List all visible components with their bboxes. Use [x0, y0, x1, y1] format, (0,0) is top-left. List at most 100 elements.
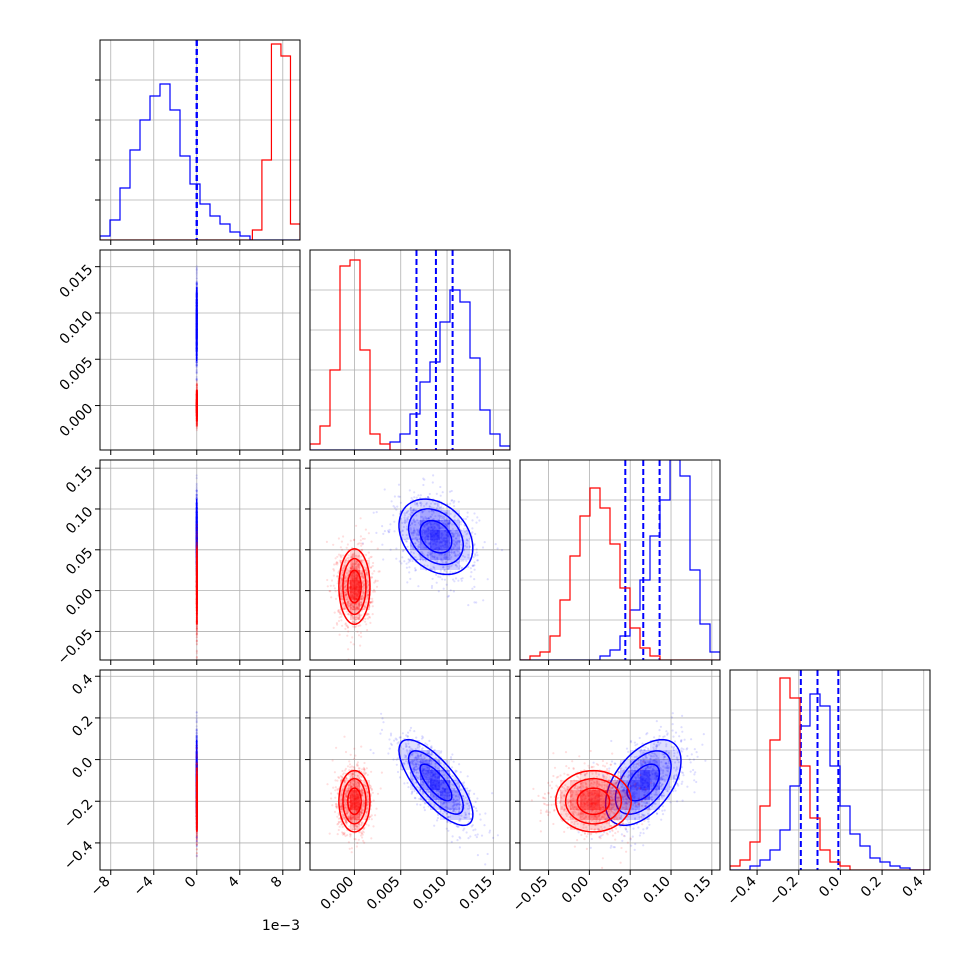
scatter-point	[427, 517, 430, 520]
scatter-point	[344, 627, 347, 631]
scatter-point	[393, 495, 396, 498]
scatter-point	[195, 424, 198, 427]
scatter-point	[443, 553, 446, 556]
scatter-point	[443, 556, 446, 560]
scatter-point	[442, 587, 445, 590]
scatter-point	[468, 537, 471, 540]
scatter-point	[366, 593, 369, 597]
scatter-point	[195, 280, 198, 283]
scatter-point	[415, 496, 418, 499]
scatter-point	[195, 544, 198, 548]
scatter-point	[460, 579, 463, 582]
scatter-point	[195, 378, 198, 381]
scatter-point	[355, 602, 358, 605]
scatter-point	[421, 511, 424, 514]
scatter-point	[447, 594, 450, 598]
scatter-point	[444, 557, 447, 560]
scatter-point	[195, 282, 198, 285]
scatter-point	[427, 551, 430, 554]
scatter-point	[454, 577, 458, 580]
scatter-point	[473, 512, 476, 515]
scatter-point	[351, 567, 354, 570]
scatter-point	[195, 530, 198, 533]
scatter-point	[395, 557, 398, 560]
density-cell	[420, 550, 430, 560]
scatter-point	[195, 497, 198, 500]
scatter-point	[473, 564, 476, 567]
scatter-point	[342, 601, 345, 605]
scatter-point	[395, 547, 398, 550]
scatter-point	[343, 567, 346, 570]
scatter-point	[471, 564, 474, 568]
scatter-point	[449, 512, 452, 516]
scatter-point	[409, 506, 412, 509]
scatter-point	[430, 553, 433, 556]
scatter-point	[444, 558, 447, 561]
panel-frame	[309, 249, 511, 451]
scatter-point	[467, 553, 470, 557]
density-panel-2-0	[95, 459, 301, 665]
scatter-point	[414, 542, 417, 545]
scatter-point	[360, 603, 363, 606]
scatter-point	[447, 522, 450, 525]
scatter-point	[417, 534, 420, 537]
scatter-point	[402, 549, 405, 552]
scatter-point	[195, 422, 198, 425]
scatter-point	[412, 530, 415, 534]
scatter-point	[414, 523, 417, 526]
scatter-point	[427, 496, 430, 499]
density-cell	[410, 550, 420, 560]
scatter-point	[450, 551, 453, 554]
scatter-point	[451, 560, 454, 563]
scatter-point	[455, 541, 458, 544]
scatter-point	[346, 634, 349, 637]
scatter-point	[427, 517, 430, 520]
scatter-point	[414, 569, 417, 572]
scatter-point	[344, 591, 347, 594]
scatter-point	[417, 533, 420, 537]
scatter-point	[195, 282, 198, 285]
scatter-point	[409, 559, 412, 563]
scatter-point	[459, 565, 462, 568]
scatter-point	[441, 515, 444, 518]
scatter-point	[195, 279, 198, 282]
scatter-point	[449, 502, 452, 505]
scatter-point	[470, 571, 473, 574]
scatter-point	[428, 517, 431, 520]
scatter-point	[418, 501, 421, 505]
scatter-point	[196, 247, 198, 249]
scatter-point	[354, 618, 357, 622]
scatter-point	[423, 564, 426, 567]
scatter-point	[195, 387, 198, 390]
scatter-point	[367, 532, 370, 535]
scatter-point	[195, 543, 198, 547]
scatter-point	[336, 575, 339, 578]
scatter-point	[416, 547, 419, 550]
scatter-point	[416, 545, 420, 548]
scatter-point	[353, 563, 356, 566]
scatter-point	[195, 495, 198, 498]
density-cell	[450, 510, 460, 520]
scatter-point	[411, 537, 414, 540]
scatter-point	[418, 545, 421, 549]
scatter-point	[362, 558, 365, 562]
scatter-point	[195, 384, 198, 387]
scatter-point	[465, 533, 468, 536]
scatter-point	[195, 282, 198, 285]
scatter-point	[406, 545, 409, 548]
scatter-point	[195, 633, 198, 636]
contour-line	[419, 519, 453, 554]
scatter-point	[339, 586, 342, 589]
scatter-point	[361, 537, 364, 540]
scatter-point	[465, 538, 468, 541]
scatter-point	[473, 568, 476, 571]
scatter-point	[352, 608, 355, 611]
scatter-point	[195, 543, 198, 547]
scatter-point	[453, 533, 456, 536]
scatter-point	[406, 525, 409, 528]
density-cell	[420, 560, 430, 570]
scatter-point	[455, 549, 458, 552]
panel-frame	[99, 249, 301, 451]
scatter-point	[195, 384, 198, 387]
scatter-point	[195, 383, 198, 386]
